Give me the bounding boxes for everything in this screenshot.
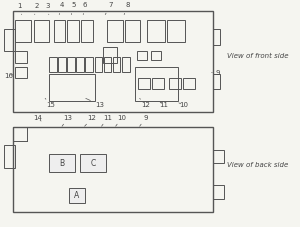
Text: B: B [59,159,64,168]
Text: 14: 14 [34,115,43,121]
Text: 16: 16 [4,73,13,79]
Text: 11: 11 [159,102,168,108]
Text: 9: 9 [212,70,220,76]
Text: 4: 4 [59,2,64,15]
Text: 10: 10 [116,115,126,126]
Text: 2: 2 [34,3,39,15]
Text: 12: 12 [140,98,150,108]
Text: 7: 7 [105,2,113,15]
Text: C: C [91,159,96,168]
Text: View of back side: View of back side [227,162,288,168]
FancyBboxPatch shape [69,188,85,203]
Text: 1: 1 [17,3,22,15]
Text: 5: 5 [71,2,76,15]
Text: 13: 13 [86,98,105,108]
FancyBboxPatch shape [80,154,106,172]
Text: 9: 9 [140,115,148,126]
Text: A: A [74,191,80,200]
Text: 10: 10 [179,102,188,108]
Text: 11: 11 [102,115,112,126]
Text: 3: 3 [45,3,50,15]
FancyBboxPatch shape [50,154,75,172]
Text: 6: 6 [82,2,87,15]
Text: View of front side: View of front side [227,53,289,59]
Text: 8: 8 [124,2,130,15]
Text: 12: 12 [85,115,96,126]
Text: 13: 13 [62,115,72,126]
Text: 15: 15 [45,98,55,108]
